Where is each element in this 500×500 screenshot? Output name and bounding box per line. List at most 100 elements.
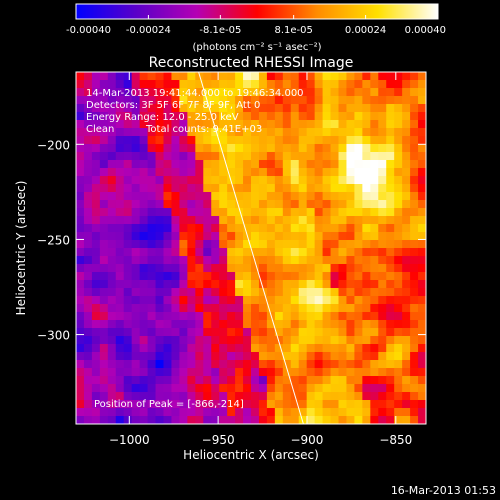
heatmap-cell <box>139 72 149 81</box>
heatmap-cell <box>83 152 93 161</box>
heatmap-cell <box>115 264 125 273</box>
heatmap-cell <box>394 248 403 257</box>
heatmap-cell <box>354 416 363 424</box>
heatmap-cell <box>99 120 109 129</box>
heatmap-cell <box>123 120 133 129</box>
heatmap-cell <box>131 272 141 281</box>
heatmap-cell <box>346 200 355 209</box>
heatmap-cell <box>354 376 363 385</box>
heatmap-cell <box>306 144 316 153</box>
heatmap-cell <box>330 296 340 305</box>
heatmap-cell <box>139 272 149 281</box>
heatmap-cell <box>99 112 109 121</box>
heatmap-cell <box>362 192 371 201</box>
heatmap-cell <box>354 248 363 257</box>
heatmap-cell <box>235 400 244 409</box>
heatmap-cell <box>107 72 117 81</box>
heatmap-cell <box>306 152 316 161</box>
heatmap-cell <box>314 192 324 201</box>
heatmap-cell <box>258 264 268 273</box>
heatmap-cell <box>163 368 173 377</box>
heatmap-cell <box>147 72 157 81</box>
heatmap-cell <box>99 280 109 289</box>
heatmap-cell <box>219 240 228 249</box>
heatmap-cell <box>251 168 260 177</box>
heatmap-cell <box>346 288 355 297</box>
heatmap-cell <box>211 336 220 345</box>
heatmap-cell <box>115 304 125 313</box>
heatmap-cell <box>251 144 260 153</box>
heatmap-cell <box>187 256 196 265</box>
heatmap-cell <box>322 336 332 345</box>
heatmap-cell <box>107 376 117 385</box>
heatmap-cell <box>402 160 411 169</box>
heatmap-cell <box>115 320 125 329</box>
heatmap-cell <box>330 168 340 177</box>
heatmap-cell <box>76 320 85 329</box>
heatmap-cell <box>187 120 196 129</box>
heatmap-cell <box>107 248 117 257</box>
heatmap-cell <box>266 216 276 225</box>
heatmap-cell <box>195 280 204 289</box>
heatmap-cell <box>155 160 165 169</box>
heatmap-cell <box>211 88 220 97</box>
heatmap-cell <box>258 288 268 297</box>
heatmap-cell <box>274 136 284 145</box>
heatmap-cell <box>354 176 363 185</box>
heatmap-cell <box>370 160 379 169</box>
heatmap-cell <box>378 408 387 417</box>
heatmap-cell <box>282 256 292 265</box>
heatmap-cell <box>227 144 236 153</box>
heatmap-cell <box>139 208 149 217</box>
heatmap-cell <box>330 128 340 137</box>
heatmap-cell <box>163 344 173 353</box>
heatmap-cell <box>314 320 324 329</box>
heatmap-cell <box>362 240 371 249</box>
heatmap-cell <box>346 400 355 409</box>
heatmap-cell <box>195 416 204 424</box>
heatmap-cell <box>211 208 220 217</box>
heatmap-cell <box>298 360 308 369</box>
heatmap-cell <box>258 376 268 385</box>
heatmap-cell <box>195 288 204 297</box>
heatmap-cell <box>306 272 316 281</box>
heatmap-cell <box>394 288 403 297</box>
heatmap-cell <box>139 376 149 385</box>
heatmap-cell <box>282 328 292 337</box>
heatmap-cell <box>163 280 173 289</box>
heatmap-cell <box>370 208 379 217</box>
heatmap-cell <box>378 352 387 361</box>
heatmap-cell <box>306 288 316 297</box>
heatmap-cell <box>235 304 244 313</box>
heatmap-cell <box>219 352 228 361</box>
heatmap-cell <box>330 112 340 121</box>
heatmap-cell <box>258 280 268 289</box>
heatmap-cell <box>171 176 180 185</box>
heatmap-cell <box>76 80 85 89</box>
heatmap-cell <box>131 224 141 233</box>
heatmap-cell <box>131 416 141 424</box>
heatmap-cell <box>179 224 188 233</box>
heatmap-cell <box>346 256 355 265</box>
heatmap-cell <box>418 72 426 81</box>
heatmap-cell <box>322 384 332 393</box>
heatmap-cell <box>107 80 117 89</box>
heatmap-cell <box>131 320 141 329</box>
heatmap-cell <box>346 240 355 249</box>
heatmap-cell <box>338 384 348 393</box>
heatmap-cell <box>282 352 292 361</box>
heatmap-cell <box>306 392 316 401</box>
heatmap-cell <box>243 312 252 321</box>
heatmap-cell <box>131 104 141 113</box>
heatmap-cell <box>163 256 173 265</box>
heatmap-cell <box>76 344 85 353</box>
heatmap-cell <box>76 136 85 145</box>
heatmap-cell <box>394 384 403 393</box>
heatmap-cell <box>362 376 371 385</box>
heatmap-cell <box>227 224 236 233</box>
heatmap-cell <box>290 240 300 249</box>
y-axis-tick-label: −300 <box>37 329 70 343</box>
heatmap-cell <box>330 88 340 97</box>
heatmap-cell <box>386 128 395 137</box>
heatmap-cell <box>171 408 180 417</box>
